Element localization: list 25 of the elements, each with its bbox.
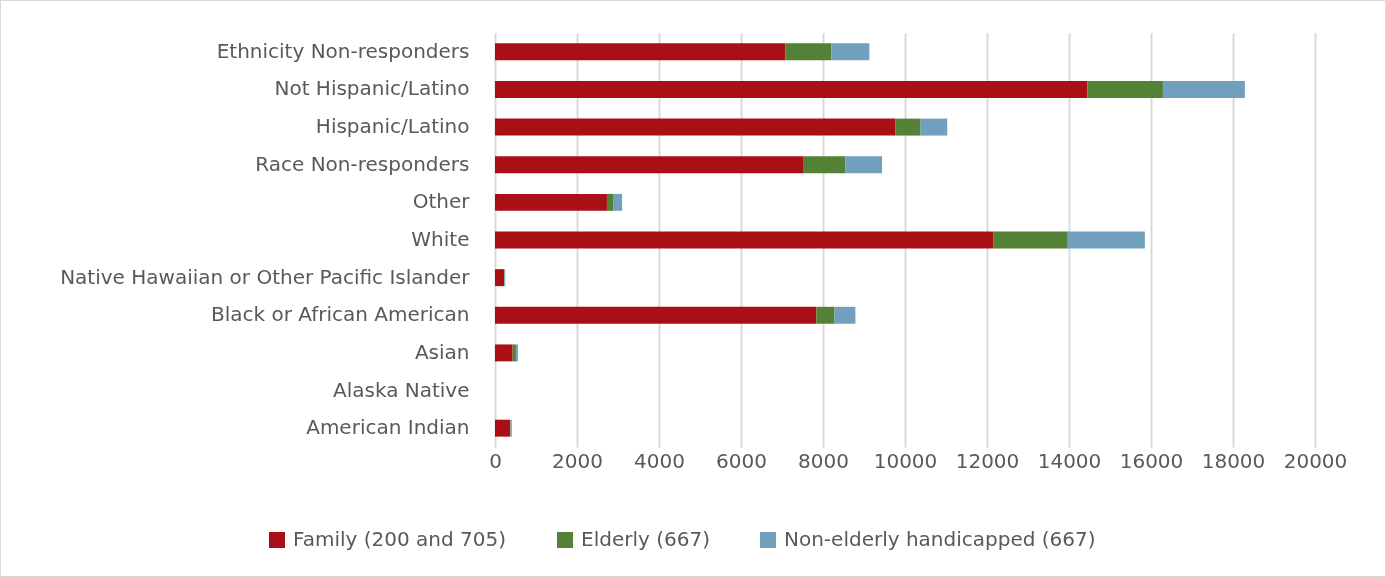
y-tick-label: Alaska Native [332,377,470,402]
x-tick-label: 18000 [1201,448,1266,473]
y-tick-label: Native Hawaiian or Other Pacific Islander [60,264,471,289]
y-tick-label: Race Non-responders [255,151,470,176]
y-tick-label: Hispanic/Latino [315,114,470,139]
x-tick-label: 12000 [955,448,1020,473]
x-tick-label: 16000 [1119,448,1184,473]
x-tick-label: 4000 [634,448,685,473]
legend-label: Elderly (667) [581,527,710,551]
x-tick-label: 20000 [1283,448,1348,473]
y-tick-label: Not Hispanic/Latino [274,76,470,101]
y-tick-label: Ethnicity Non-responders [216,38,470,63]
y-tick-label: Other [412,189,471,214]
x-tick-label: 0 [489,448,502,473]
y-tick-label: White [411,227,470,251]
y-tick-label: Black or African American [210,302,470,327]
x-tick-label: 10000 [873,448,938,473]
x-tick-label: 8000 [798,448,849,473]
x-tick-label: 2000 [552,448,603,473]
x-tick-label: 6000 [716,448,767,473]
legend-label: Family (200 and 705) [293,527,507,551]
y-tick-label: Asian [414,339,470,364]
y-tick-label: American Indian [306,415,470,440]
legend-label: Non-elderly handicapped (667) [784,527,1096,551]
x-tick-label: 14000 [1037,448,1102,473]
